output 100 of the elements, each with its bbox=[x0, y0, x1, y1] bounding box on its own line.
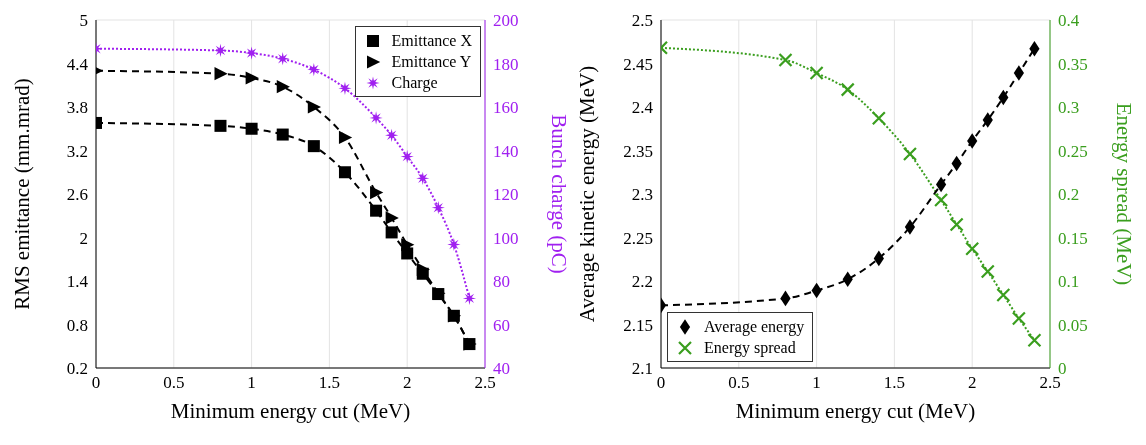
x-tick-label: 0 bbox=[656, 373, 666, 393]
point bbox=[307, 140, 320, 153]
x-tick-label: 1.5 bbox=[883, 373, 906, 393]
y-tick-label: 2.15 bbox=[623, 315, 653, 335]
y-tick-label: 2.45 bbox=[623, 54, 653, 74]
x-tick-label: 0.5 bbox=[163, 373, 185, 393]
y2-tick-label: 140 bbox=[493, 141, 519, 161]
point bbox=[778, 52, 793, 68]
y2-tick-label: 0.4 bbox=[1058, 11, 1080, 31]
y-axis-title: RMS emittance (mm.mrad) bbox=[10, 78, 35, 310]
y2-tick-label: 80 bbox=[493, 272, 510, 292]
y-tick-label: 4.4 bbox=[66, 54, 89, 74]
point bbox=[245, 71, 259, 85]
point bbox=[935, 176, 947, 193]
x-tick-label: 1.5 bbox=[318, 373, 341, 393]
point bbox=[401, 247, 414, 260]
point bbox=[369, 111, 383, 125]
point bbox=[385, 211, 399, 225]
x-axis-title: Minimum energy cut (MeV) bbox=[170, 399, 411, 423]
x-axis-title: Minimum energy cut (MeV) bbox=[735, 399, 976, 423]
x-tick-label: 0 bbox=[91, 373, 101, 393]
x-tick-label: 2.5 bbox=[1039, 373, 1061, 393]
y2-tick-label: 0.1 bbox=[1058, 272, 1080, 292]
y2-tick-label: 0.2 bbox=[1058, 185, 1080, 205]
y-tick-label: 0.2 bbox=[66, 359, 88, 379]
point bbox=[902, 146, 918, 162]
x-tick-label: 1 bbox=[247, 373, 256, 393]
point bbox=[463, 338, 476, 351]
point bbox=[447, 237, 461, 252]
point bbox=[447, 309, 460, 322]
y2-tick-label: 0.35 bbox=[1058, 54, 1088, 74]
legend-label: Energy spread bbox=[704, 338, 796, 358]
y-tick-label: 5 bbox=[79, 11, 88, 31]
x-tick-label: 2 bbox=[967, 373, 977, 393]
point bbox=[949, 217, 964, 232]
point bbox=[416, 171, 430, 185]
y2-tick-label: 60 bbox=[493, 315, 510, 335]
y-axis-title: Average kinetic energy (MeV) bbox=[575, 65, 600, 323]
point bbox=[965, 241, 980, 256]
y-tick-label: 2.2 bbox=[631, 272, 653, 292]
y2-tick-label: 120 bbox=[493, 185, 519, 205]
y2-tick-label: 100 bbox=[493, 228, 519, 248]
point bbox=[1027, 333, 1042, 348]
y2-tick-label: 0.3 bbox=[1058, 98, 1080, 118]
y2-tick-label: 0.25 bbox=[1058, 141, 1088, 161]
x-tick-label: 1 bbox=[812, 373, 821, 393]
y-tick-label: 0.8 bbox=[66, 315, 88, 335]
y-tick-label: 1.4 bbox=[66, 272, 89, 292]
y-tick-label: 2.35 bbox=[623, 141, 653, 161]
y-tick-label: 2.4 bbox=[631, 98, 654, 118]
legend-label: Charge bbox=[391, 73, 438, 93]
y2-tick-label: 160 bbox=[493, 98, 519, 118]
point bbox=[385, 226, 398, 239]
y-tick-label: 2.5 bbox=[631, 11, 653, 31]
point bbox=[338, 130, 353, 145]
point bbox=[307, 100, 322, 114]
y-tick-label: 2.25 bbox=[623, 228, 653, 248]
point bbox=[214, 119, 227, 132]
x-tick-label: 2.5 bbox=[474, 373, 496, 393]
point bbox=[400, 149, 414, 164]
point bbox=[276, 80, 290, 94]
x-tick-label: 0.5 bbox=[728, 373, 750, 393]
point bbox=[276, 52, 290, 66]
point bbox=[904, 219, 916, 235]
legend-label: Average energy bbox=[704, 317, 805, 337]
point bbox=[370, 204, 383, 217]
point bbox=[245, 46, 259, 60]
point bbox=[214, 67, 228, 81]
point bbox=[431, 201, 445, 215]
y2-tick-label: 0.15 bbox=[1058, 228, 1088, 248]
point bbox=[996, 287, 1011, 303]
y-tick-label: 2.6 bbox=[66, 185, 88, 205]
point bbox=[370, 185, 384, 200]
point bbox=[809, 65, 824, 81]
point bbox=[933, 192, 949, 208]
point bbox=[980, 264, 995, 279]
y-tick-label: 2.3 bbox=[631, 185, 653, 205]
point bbox=[871, 111, 886, 126]
point bbox=[462, 291, 477, 305]
point bbox=[385, 128, 399, 142]
legend-label: Emittance X bbox=[391, 31, 472, 51]
point bbox=[213, 43, 228, 58]
legend-label: Emittance Y bbox=[391, 52, 472, 72]
y-tick-label: 3.2 bbox=[66, 141, 88, 161]
point bbox=[416, 267, 429, 280]
point bbox=[840, 82, 855, 97]
y2-axis-title: Energy spread (MeV) bbox=[1111, 102, 1136, 286]
point bbox=[245, 122, 258, 135]
y2-tick-label: 180 bbox=[493, 54, 519, 74]
point bbox=[338, 166, 351, 179]
point bbox=[276, 128, 289, 141]
x-tick-label: 2 bbox=[402, 373, 412, 393]
point bbox=[1011, 311, 1026, 326]
y2-axis-title: Bunch charge (pC) bbox=[546, 114, 571, 274]
y-tick-label: 3.8 bbox=[66, 98, 88, 118]
y2-tick-label: 0.05 bbox=[1058, 315, 1088, 335]
y-tick-label: 2.1 bbox=[631, 359, 653, 379]
y2-tick-label: 200 bbox=[493, 11, 519, 31]
point bbox=[338, 81, 352, 95]
y-tick-label: 2 bbox=[79, 228, 88, 248]
